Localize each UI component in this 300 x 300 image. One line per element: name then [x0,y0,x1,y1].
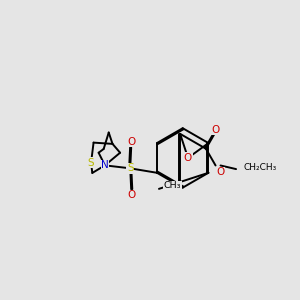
Text: O: O [211,124,219,135]
Text: CH₂CH₃: CH₂CH₃ [244,163,277,172]
Text: S: S [88,158,94,168]
Text: O: O [127,190,135,200]
Text: O: O [184,153,192,163]
Text: O: O [127,136,135,147]
Text: S: S [127,163,134,173]
Text: N: N [101,160,109,170]
Text: O: O [217,167,225,178]
Text: CH₃: CH₃ [164,182,182,190]
